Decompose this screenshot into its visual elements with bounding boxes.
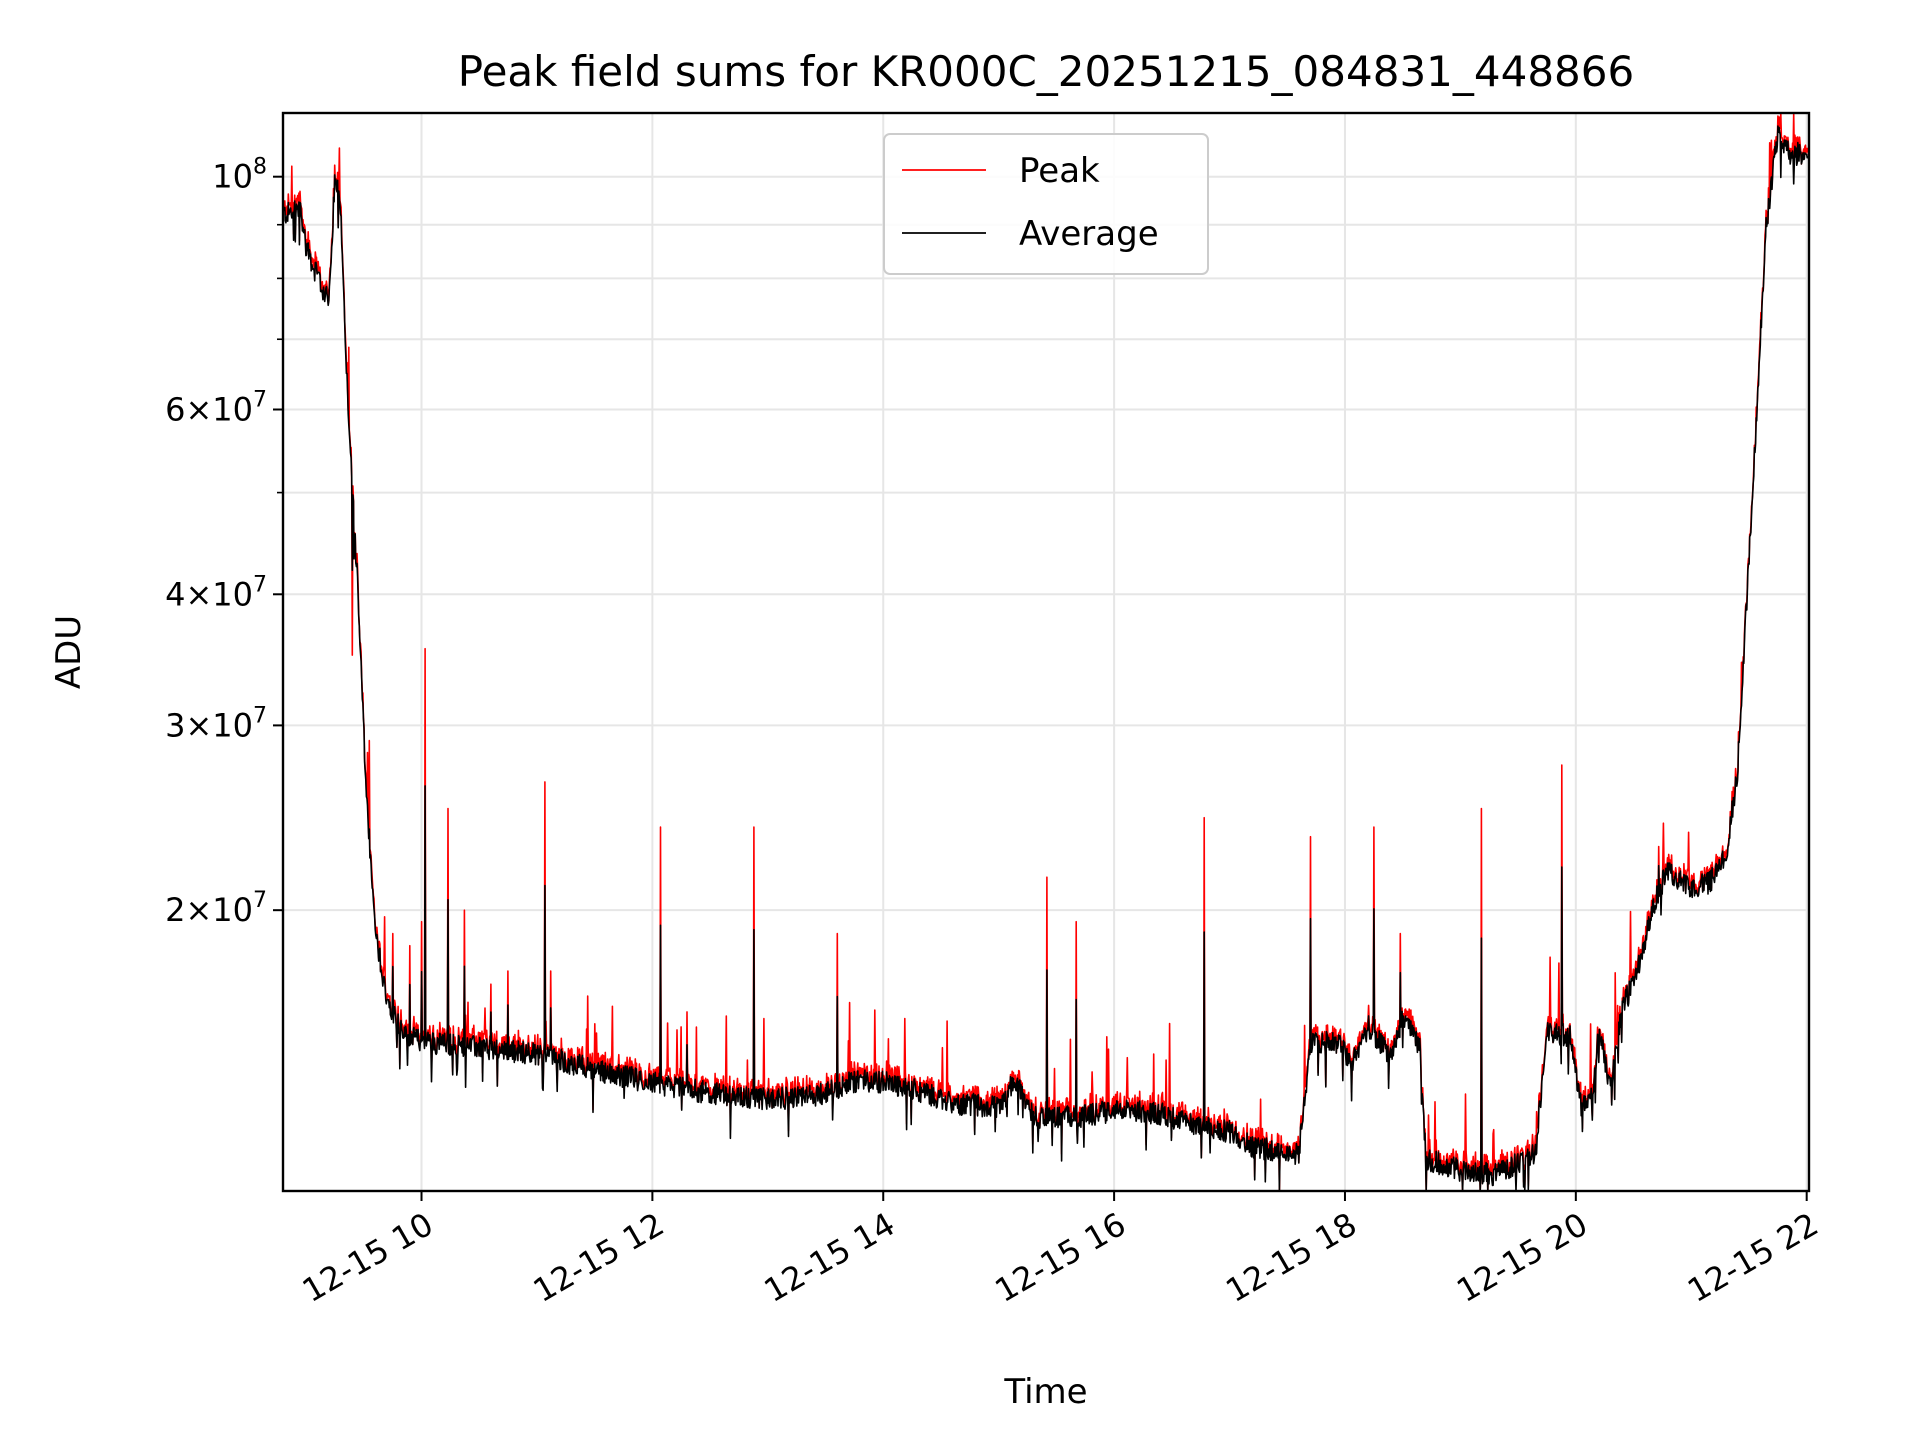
legend-label-peak: Peak <box>1019 151 1100 191</box>
series-line-average <box>283 125 1809 1191</box>
y-axis-label: ADU <box>49 615 89 689</box>
y-tick-label: 2×107 <box>165 888 267 929</box>
y-tick-label: 4×107 <box>165 572 267 613</box>
y-axis-ticks: 108 6×107 4×107 3×107 2×107 <box>165 155 283 929</box>
y-tick-label: 6×107 <box>165 387 267 428</box>
legend-label-average: Average <box>1019 214 1159 254</box>
grid-lines <box>283 113 1809 1191</box>
plot-frame <box>281 111 1811 1193</box>
y-tick-label: 108 <box>212 155 267 196</box>
legend-box <box>883 133 1209 275</box>
series-lines <box>283 113 1809 1191</box>
chart-title: Peak field sums for KR000C_20251215_0848… <box>458 47 1634 96</box>
legend: Peak Average <box>883 133 1209 275</box>
x-axis-label: Time <box>1003 1372 1087 1412</box>
y-tick-label: 3×107 <box>165 703 267 744</box>
